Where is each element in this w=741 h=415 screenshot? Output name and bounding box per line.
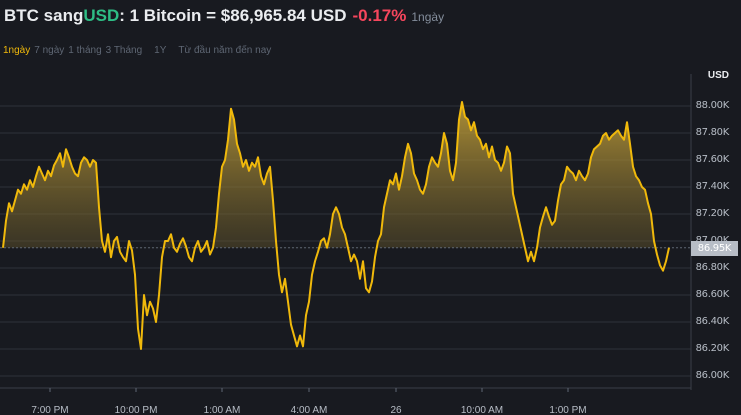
y-tick-label: 88.00K — [695, 100, 730, 111]
y-tick-label: 86.80K — [695, 262, 730, 273]
tab-1-day[interactable]: 1ngày — [3, 45, 31, 56]
tab-1-month[interactable]: 1 tháng — [68, 45, 102, 56]
timeframe-tabs: 1ngày 7 ngày 1 tháng 3 Tháng 1Y Từ đầu n… — [3, 45, 275, 56]
x-tick-label: 10:00 PM — [114, 405, 158, 415]
y-tick-label: 86.40K — [695, 316, 730, 327]
y-tick-label: 86.20K — [695, 343, 730, 354]
chart-canvas[interactable] — [0, 60, 741, 415]
y-tick-label: 87.20K — [695, 208, 730, 219]
y-tick-label: 87.00K — [696, 235, 730, 246]
price-line — [2, 100, 670, 350]
page-title: BTC sang USD : 1 Bitcoin = $86,965.84 US… — [4, 6, 444, 30]
y-tick-label: 86.00K — [695, 370, 730, 381]
x-tick-label: 4:00 AM — [290, 405, 328, 415]
price-chart[interactable]: USD 88.00K 87.80K 87.60K 87.40K 87.20K 87.00K… — [0, 60, 741, 415]
current-price-tag: 86.95K — [691, 240, 738, 256]
y-axis-unit: USD — [707, 70, 729, 81]
x-tick-label: 26 — [390, 405, 402, 415]
y-tick-label: 87.80K — [695, 127, 730, 138]
change-period: 1ngày — [411, 10, 445, 24]
quote-currency-link[interactable]: USD — [83, 6, 120, 25]
y-tick-label: 87.40K — [695, 181, 730, 192]
price-area — [3, 101, 669, 248]
tab-3-months[interactable]: 3 Tháng — [105, 45, 143, 56]
tab-ytd[interactable]: Từ đầu năm đến nay — [178, 45, 272, 56]
y-tick-label: 87.60K — [695, 154, 730, 165]
x-tick-label: 10:00 AM — [460, 405, 504, 415]
tab-7-days[interactable]: 7 ngày — [34, 45, 65, 56]
x-tick-label: 7:00 PM — [31, 405, 69, 415]
price-change: -0.17% — [352, 6, 407, 25]
y-tick-label: 86.60K — [695, 289, 730, 300]
title-price: : 1 Bitcoin = $86,965.84 USD — [119, 6, 347, 25]
x-tick-label: 1:00 AM — [203, 405, 241, 415]
x-tick-label: 1:00 PM — [549, 405, 587, 415]
title-prefix: BTC sang — [4, 6, 84, 25]
tab-1-year[interactable]: 1Y — [154, 45, 167, 56]
